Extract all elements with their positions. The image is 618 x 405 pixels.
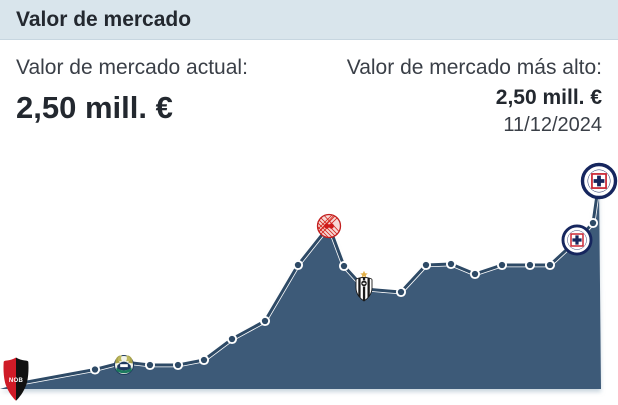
svg-text:NOB: NOB [9,378,24,384]
